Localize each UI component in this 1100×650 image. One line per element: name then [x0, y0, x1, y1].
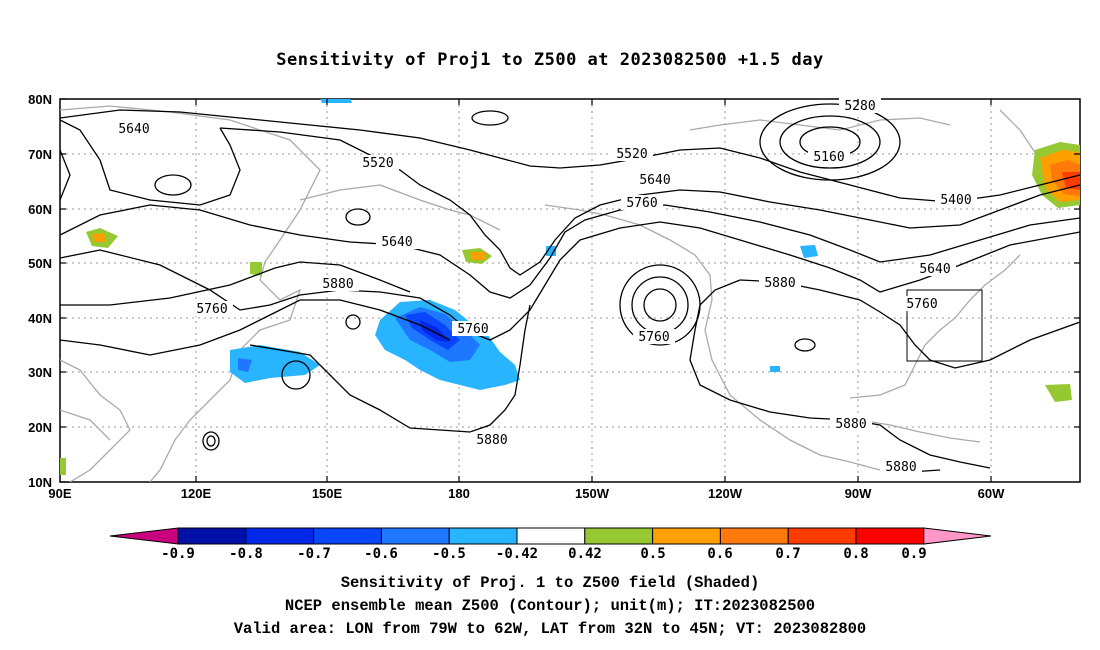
- colorbar-swatch: [380, 527, 450, 545]
- caption-line-2: NCEP ensemble mean Z500 (Contour); unit(…: [284, 597, 816, 615]
- lon-label: 180: [448, 486, 470, 501]
- colorbar-swatch: [177, 527, 247, 545]
- contour-label: 5280: [844, 99, 875, 114]
- contour-label: 5640: [919, 262, 950, 277]
- contour-label: 5640: [639, 173, 670, 188]
- lon-label: 150E: [312, 486, 343, 501]
- colorbar-arrow-right: [923, 527, 992, 545]
- contour-label: 5880: [476, 433, 507, 448]
- lon-label: 120E: [181, 486, 212, 501]
- colorbar-swatch: [313, 527, 382, 545]
- colorbar-swatch: [448, 527, 518, 545]
- contour-label: 5880: [322, 277, 353, 292]
- caption-line-1: Sensitivity of Proj. 1 to Z500 field (Sh…: [340, 574, 760, 592]
- caption-line-3: Valid area: LON from 79W to 62W, LAT fro…: [233, 620, 867, 638]
- axis-ticks: [60, 98, 1080, 483]
- colorbar-swatch: [652, 527, 721, 545]
- lat-label: 50N: [28, 256, 52, 271]
- contour-label: 5520: [362, 156, 393, 171]
- contour-label: 5760: [638, 330, 669, 345]
- contour-label: 5760: [906, 297, 937, 312]
- contour-label: 5760: [457, 322, 488, 337]
- contour-label: 5400: [940, 193, 971, 208]
- colorbar-label: -0.9: [161, 546, 195, 562]
- contour-label: 5640: [381, 235, 412, 250]
- colorbar-label: 0.7: [775, 546, 800, 562]
- contour-label: 5760: [196, 302, 227, 317]
- lat-label: 80N: [28, 92, 52, 107]
- contour-label: 5880: [835, 417, 866, 432]
- color-bar: [109, 527, 992, 545]
- colorbar-label: -0.42: [496, 546, 538, 562]
- lat-label: 20N: [28, 420, 52, 435]
- sensitivity-shading: [60, 99, 1080, 475]
- colorbar-swatch: [516, 527, 586, 545]
- colorbar-label: 0.5: [640, 546, 665, 562]
- colorbar-label: -0.6: [364, 546, 398, 562]
- lat-label: 30N: [28, 365, 52, 380]
- lat-label: 70N: [28, 147, 52, 162]
- colorbar-swatch: [787, 527, 857, 545]
- colorbar-swatch: [584, 527, 654, 545]
- longitude-labels: 90E 120E 150E 180 150W 120W 90W 60W: [48, 486, 1005, 501]
- colorbar-swatch: [855, 527, 925, 545]
- colorbar-swatch: [719, 527, 789, 545]
- colorbar-label: 0.9: [901, 546, 926, 562]
- map-title: Sensitivity of Proj1 to Z500 at 20230825…: [276, 50, 824, 70]
- lon-label: 150W: [575, 486, 610, 501]
- colorbar-arrow-left: [109, 527, 179, 545]
- contour-label: 5160: [813, 150, 844, 165]
- valid-area-box: [906, 289, 983, 362]
- contour-label: 5760: [626, 196, 657, 211]
- contour-label: 5520: [616, 147, 647, 162]
- lat-label: 10N: [28, 475, 52, 490]
- colorbar-label: 0.6: [707, 546, 732, 562]
- colorbar-labels: -0.9 -0.8 -0.7 -0.6 -0.5 -0.42 0.42 0.5 …: [161, 546, 927, 562]
- contour-labels: 5280 5160 5400 5520 5520 5640 5640 5640 …: [113, 98, 977, 475]
- colorbar-swatch: [245, 527, 315, 545]
- lon-label: 120W: [708, 486, 743, 501]
- lon-label: 90W: [845, 486, 872, 501]
- lat-label: 60N: [28, 202, 52, 217]
- contour-label: 5640: [118, 122, 149, 137]
- lon-label: 60W: [978, 486, 1005, 501]
- colorbar-label: 0.8: [843, 546, 868, 562]
- contour-label: 5880: [885, 460, 916, 475]
- coastlines: [60, 105, 1061, 482]
- colorbar-label: -0.7: [297, 546, 331, 562]
- colorbar-label: -0.8: [229, 546, 263, 562]
- colorbar-label: 0.42: [568, 546, 602, 562]
- latitude-labels: 80N 70N 60N 50N 40N 30N 20N 10N: [28, 92, 52, 490]
- lat-label: 40N: [28, 311, 52, 326]
- colorbar-label: -0.5: [432, 546, 466, 562]
- contour-label: 5880: [764, 276, 795, 291]
- z500-contours: [60, 103, 1080, 473]
- lon-label: 90E: [48, 486, 71, 501]
